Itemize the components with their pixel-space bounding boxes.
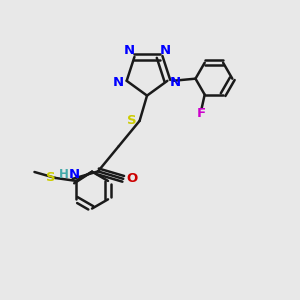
Text: N: N [159, 44, 170, 58]
Text: H: H [59, 168, 69, 181]
Text: S: S [46, 171, 56, 184]
Text: S: S [128, 114, 137, 128]
Text: O: O [126, 172, 137, 185]
Text: F: F [197, 107, 206, 120]
Text: N: N [124, 44, 135, 58]
Text: N: N [69, 168, 80, 181]
Text: N: N [113, 76, 124, 89]
Text: N: N [170, 76, 181, 89]
